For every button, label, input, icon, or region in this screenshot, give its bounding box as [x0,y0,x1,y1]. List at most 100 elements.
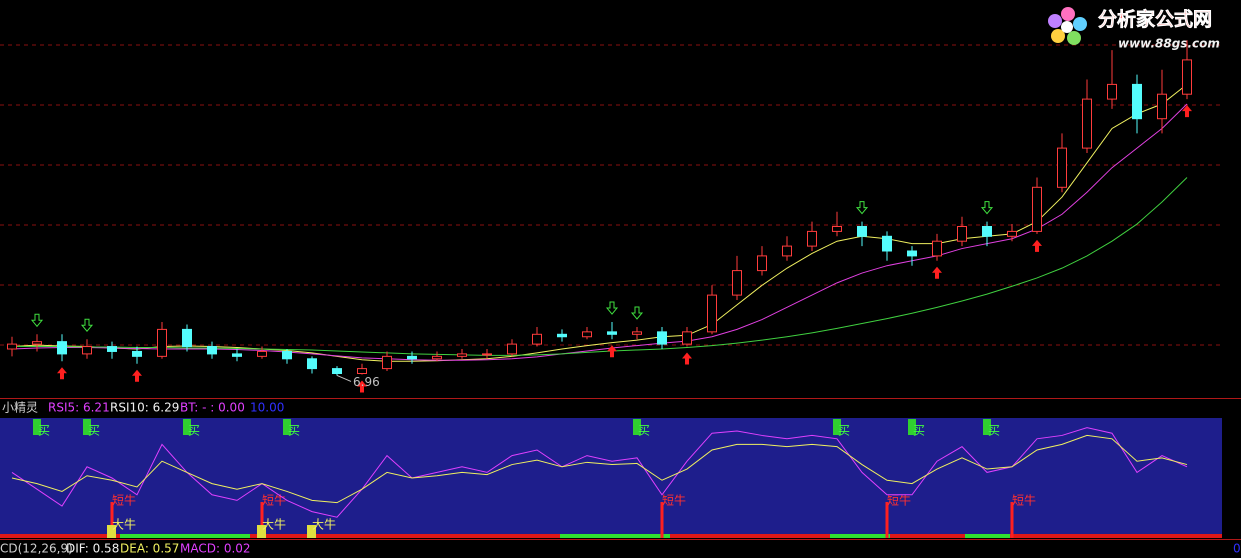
candle-body [607,331,617,335]
candle-body [407,355,417,360]
legend-text: RSI5: 6.21 [48,401,110,415]
big-bull-bar [257,525,266,538]
candle-body [457,353,467,357]
short-bull-label: 短牛 [662,493,686,508]
buy-arrow [357,380,367,393]
candle-body [107,346,117,352]
buy-signal [983,419,991,435]
candle-body [332,368,342,375]
candle-body [1032,186,1042,232]
sell-arrow [30,313,44,328]
candle-body [757,255,767,272]
buy-signal [183,419,191,435]
candle-body [1157,93,1167,120]
candle-body [432,355,442,360]
candle-body [832,226,842,232]
legend-text: DIF: 0.58 [66,542,119,556]
trend-strip-green [965,534,1010,538]
candle-body [282,350,292,360]
buy-arrow [682,352,692,365]
rsi-line [11,427,1188,518]
logo-petal [1061,7,1075,21]
buy-label: 买 [188,424,200,438]
buy-arrow [932,266,942,279]
buy-arrow [57,367,67,380]
buy-signal [283,419,291,435]
candle-body [157,328,167,357]
short-bull-label: 短牛 [1012,493,1036,508]
price-grid [0,44,1222,346]
candle-body [382,355,392,370]
legend-text: CD(12,26,9) [0,542,73,556]
candle-body [682,331,692,345]
big-bull-bar [107,525,116,538]
buy-label: 买 [638,424,650,438]
candle-body [907,250,917,257]
buy-label: 买 [838,424,850,438]
candle-body [207,346,217,355]
short-bull-label: 短牛 [887,493,911,508]
candle-body [782,245,792,257]
candle-body [882,235,892,252]
logo-center [1061,21,1073,33]
trend-strip-green [830,534,890,538]
legend-text: MACD: 0.02 [180,542,251,556]
big-bull-label: 大牛 [312,517,336,532]
watermark-name: 分析家公式网 [1098,8,1212,31]
buy-signal [33,419,41,435]
candle-body [1107,83,1117,100]
candle-body [32,341,42,345]
candle-body [532,333,542,345]
candle-body [57,341,67,355]
watermark: 分析家公式网 www.88gs.com [1048,7,1220,51]
candle-body [1082,98,1092,149]
low-label: 6.96 [353,375,380,389]
candle-body [707,294,717,333]
logo-petal [1067,31,1081,45]
candle-body [257,350,267,357]
sell-arrow [630,306,644,320]
candle-body [82,346,92,355]
candle-body [1057,147,1067,188]
candle-body [507,343,517,355]
candle-body [132,350,142,357]
logo-petal [1051,29,1065,43]
candle-body [857,226,867,237]
legend-text: DEA: 0.57 [120,542,179,556]
big-bull-label: 大牛 [112,517,136,532]
candle-body [582,331,592,338]
trend-strip-green [120,534,250,538]
buy-label: 买 [288,424,300,438]
candle-body [932,240,942,257]
buy-label: 买 [913,424,925,438]
candle-body [7,343,17,350]
buy-signal [908,419,916,435]
candle-body [657,331,667,345]
legend-text: RSI10: 6.29 [110,401,179,415]
candle-body [732,270,742,296]
candle-body [182,328,192,348]
logo-petal [1048,14,1062,28]
candle-body [807,230,817,247]
candle-body [1007,230,1017,237]
low-pointer [336,375,352,382]
candle-body [482,353,492,356]
candle-body [307,358,317,370]
corner-label: 0 [1233,542,1241,556]
rsi-pane [0,418,1222,538]
buy-arrow [132,369,142,382]
short-bull-label: 短牛 [262,493,286,508]
candle-body [957,226,967,242]
buy-label: 买 [38,424,50,438]
candle-body [982,226,992,237]
buy-label: 买 [88,424,100,438]
candle-body [232,353,242,357]
candle-body [1132,83,1142,120]
trend-strip-green [560,534,670,538]
candle-body [632,331,642,335]
candle-body [557,333,567,338]
big-bull-bar [307,525,316,538]
indicator-name: 小精灵 [2,401,38,415]
buy-signal [633,419,641,435]
